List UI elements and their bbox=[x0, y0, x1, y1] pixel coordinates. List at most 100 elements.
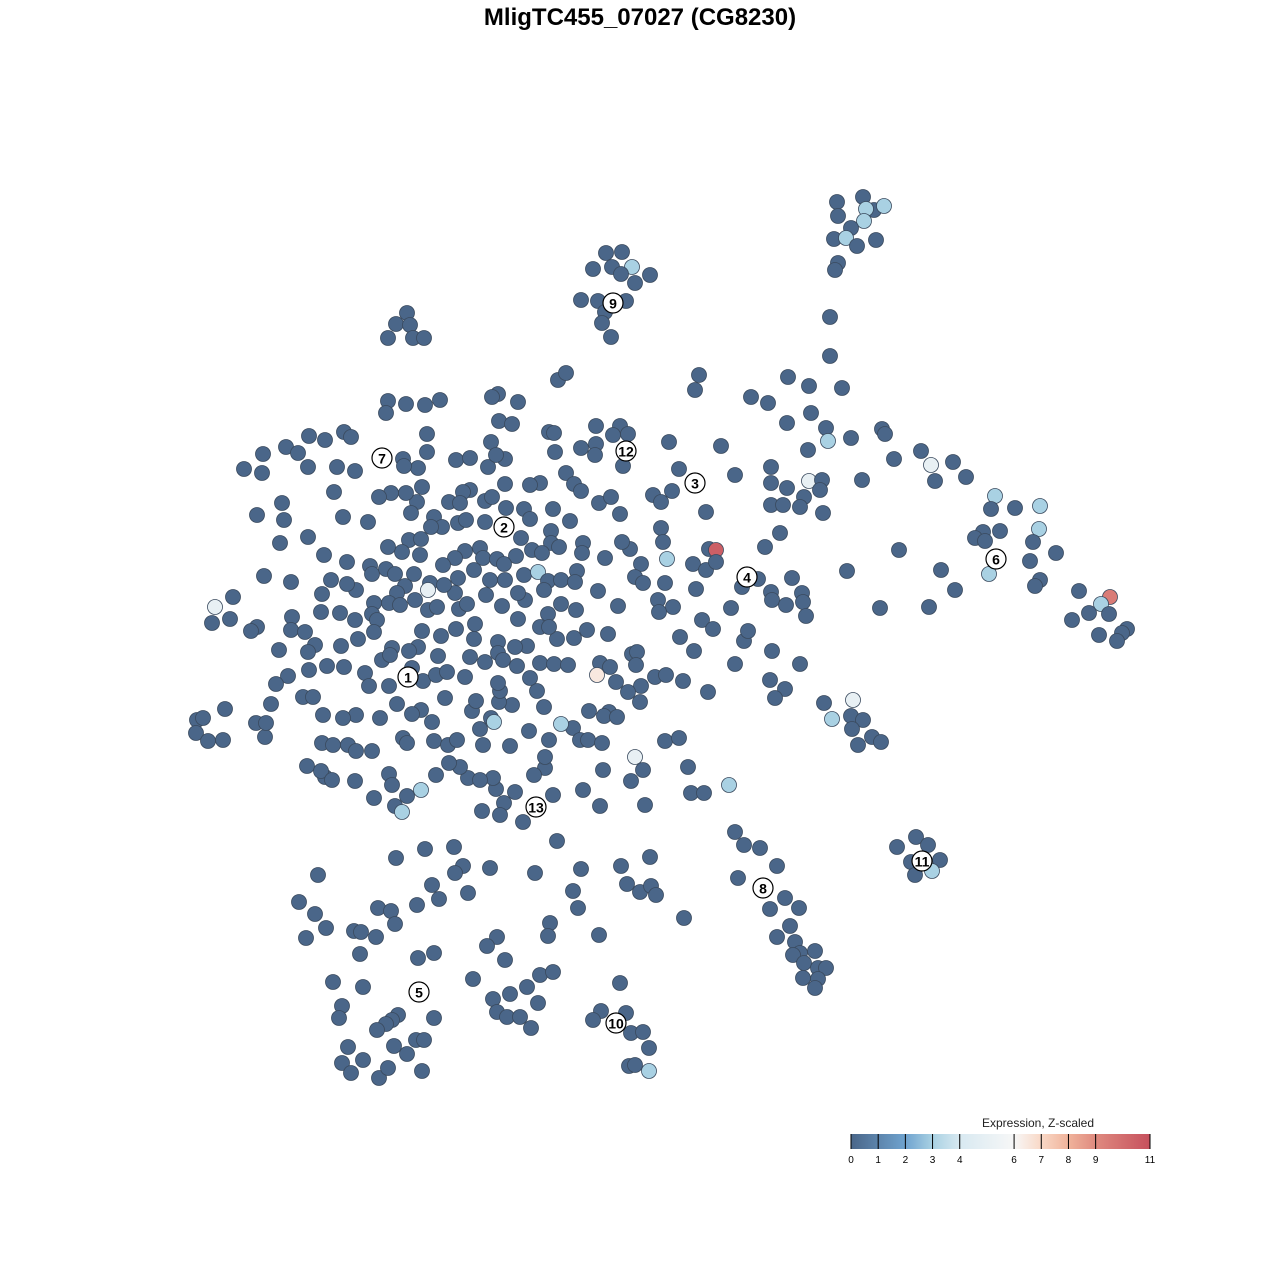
data-point bbox=[492, 807, 508, 823]
data-point bbox=[579, 622, 595, 638]
data-point bbox=[778, 597, 794, 613]
data-point bbox=[236, 461, 252, 477]
data-point bbox=[1048, 545, 1064, 561]
data-point bbox=[431, 891, 447, 907]
data-point bbox=[450, 570, 466, 586]
data-point bbox=[627, 1057, 643, 1073]
data-point bbox=[565, 883, 581, 899]
data-point bbox=[648, 887, 664, 903]
data-point bbox=[727, 824, 743, 840]
data-point bbox=[447, 585, 463, 601]
data-point bbox=[414, 479, 430, 495]
data-point bbox=[675, 673, 691, 689]
data-point bbox=[653, 520, 669, 536]
data-point bbox=[394, 544, 410, 560]
data-point bbox=[449, 732, 465, 748]
data-point bbox=[388, 850, 404, 866]
data-point bbox=[585, 261, 601, 277]
data-point bbox=[413, 782, 429, 798]
data-point bbox=[472, 721, 488, 737]
data-point bbox=[350, 631, 366, 647]
data-point bbox=[446, 839, 462, 855]
data-point bbox=[592, 798, 608, 814]
data-point bbox=[324, 772, 340, 788]
data-point bbox=[849, 238, 865, 254]
data-point bbox=[1091, 627, 1107, 643]
data-point bbox=[410, 950, 426, 966]
data-point bbox=[1071, 583, 1087, 599]
data-point bbox=[796, 955, 812, 971]
data-point bbox=[497, 572, 513, 588]
legend-tick-label: 3 bbox=[930, 1155, 936, 1166]
data-point bbox=[807, 943, 823, 959]
data-point bbox=[317, 432, 333, 448]
data-point bbox=[513, 530, 529, 546]
data-point bbox=[762, 901, 778, 917]
data-point bbox=[371, 489, 387, 505]
data-point bbox=[889, 839, 905, 855]
data-point bbox=[764, 643, 780, 659]
cluster-label-text: 7 bbox=[378, 451, 386, 467]
data-point bbox=[339, 576, 355, 592]
cluster-label-circle bbox=[602, 292, 624, 314]
data-point bbox=[908, 829, 924, 845]
data-point bbox=[600, 626, 616, 642]
data-point bbox=[215, 732, 231, 748]
data-point bbox=[271, 642, 287, 658]
cluster-label-circle bbox=[525, 796, 547, 818]
data-point bbox=[428, 767, 444, 783]
data-point bbox=[491, 413, 507, 429]
data-point bbox=[633, 556, 649, 572]
data-point bbox=[694, 612, 710, 628]
legend-tick-label: 8 bbox=[1066, 1155, 1072, 1166]
data-point bbox=[767, 690, 783, 706]
data-point bbox=[478, 587, 494, 603]
data-point bbox=[410, 460, 426, 476]
data-point bbox=[612, 975, 628, 991]
data-point bbox=[386, 1038, 402, 1054]
data-point bbox=[467, 616, 483, 632]
data-point bbox=[792, 499, 808, 515]
data-point bbox=[541, 619, 557, 635]
data-point bbox=[792, 656, 808, 672]
data-point bbox=[877, 426, 893, 442]
data-point bbox=[333, 638, 349, 654]
data-point bbox=[368, 929, 384, 945]
data-point bbox=[595, 762, 611, 778]
data-point bbox=[659, 551, 675, 567]
cluster-label-text: 12 bbox=[618, 444, 634, 460]
legend-tick-label: 2 bbox=[903, 1155, 909, 1166]
data-point bbox=[676, 910, 692, 926]
data-point bbox=[671, 461, 687, 477]
data-point bbox=[730, 870, 746, 886]
points-layer bbox=[188, 189, 1135, 1086]
data-point bbox=[364, 743, 380, 759]
data-point bbox=[430, 648, 446, 664]
data-point bbox=[798, 608, 814, 624]
cluster-label-circle bbox=[493, 516, 515, 538]
data-point bbox=[1022, 553, 1038, 569]
data-point bbox=[664, 483, 680, 499]
legend-title: Expression, Z-scaled bbox=[982, 1116, 1094, 1130]
data-point bbox=[323, 572, 339, 588]
data-point bbox=[612, 506, 628, 522]
cluster-label-text: 6 bbox=[992, 552, 1000, 568]
data-point bbox=[402, 317, 418, 333]
data-point bbox=[827, 262, 843, 278]
data-point bbox=[255, 446, 271, 462]
data-point bbox=[290, 445, 306, 461]
data-point bbox=[736, 837, 752, 853]
data-point bbox=[834, 380, 850, 396]
data-point bbox=[404, 706, 420, 722]
data-point bbox=[602, 659, 618, 675]
data-point bbox=[409, 897, 425, 913]
data-point bbox=[426, 945, 442, 961]
data-point bbox=[672, 629, 688, 645]
data-point bbox=[494, 598, 510, 614]
data-point bbox=[777, 890, 793, 906]
data-point bbox=[614, 244, 630, 260]
cluster-label-circle bbox=[684, 472, 706, 494]
data-point bbox=[1109, 633, 1125, 649]
data-point bbox=[581, 703, 597, 719]
data-point bbox=[468, 693, 484, 709]
